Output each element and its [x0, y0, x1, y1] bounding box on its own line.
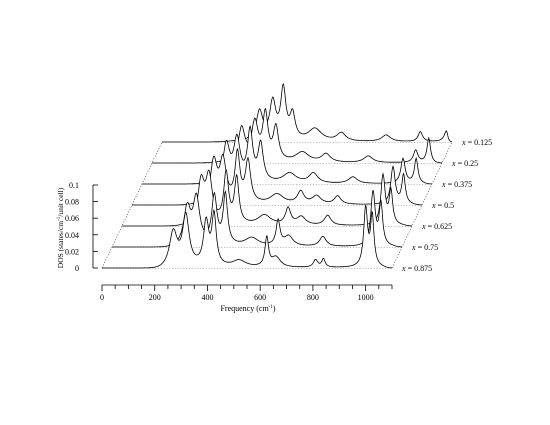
x-tick-label: 600	[254, 293, 266, 302]
series-line	[112, 189, 402, 248]
x-ticks: 0 200 400 600 800 1000	[100, 285, 393, 302]
series-line	[102, 204, 392, 269]
y-tick-label: 0.06	[65, 214, 79, 223]
series-label: x = 0.625	[421, 222, 452, 231]
x-tick-label: 0	[100, 293, 104, 302]
series-line	[122, 169, 412, 227]
series-labels: x = 0.125 x = 0.25 x = 0.375 x = 0.5 x = 0.6…	[401, 138, 492, 273]
series-label: x = 0.875	[401, 264, 432, 273]
x-tick-label: 400	[201, 293, 213, 302]
x-tick-label: 200	[149, 293, 161, 302]
x-axis-label: Frequency (cm-1)	[220, 304, 275, 313]
series-label: x = 0.375	[441, 180, 472, 189]
y-tick-label: 0.08	[65, 198, 79, 207]
series-label: x = 0.75	[411, 243, 438, 252]
series-label: x = 0.5	[431, 201, 454, 210]
series-mask	[152, 108, 442, 163]
series-line	[152, 107, 442, 164]
y-axis-label: DOS (states/cm-1/unit cell)	[56, 187, 65, 268]
series-label: x = 0.25	[451, 159, 478, 168]
y-ticks: 0 0.02 0.04 0.06 0.08 0.1	[65, 181, 98, 273]
y-tick-label: 0.04	[65, 231, 79, 240]
y-tick-label: 0	[75, 264, 79, 273]
y-tick-label: 0.1	[69, 181, 79, 190]
x-tick-label: 800	[307, 293, 319, 302]
series-label: x = 0.125	[461, 138, 492, 147]
x-tick-label: 1000	[358, 293, 374, 302]
series-line	[162, 82, 453, 143]
series-curves	[102, 82, 453, 269]
series-mask	[102, 205, 392, 268]
y-tick-label: 0.02	[65, 247, 79, 256]
